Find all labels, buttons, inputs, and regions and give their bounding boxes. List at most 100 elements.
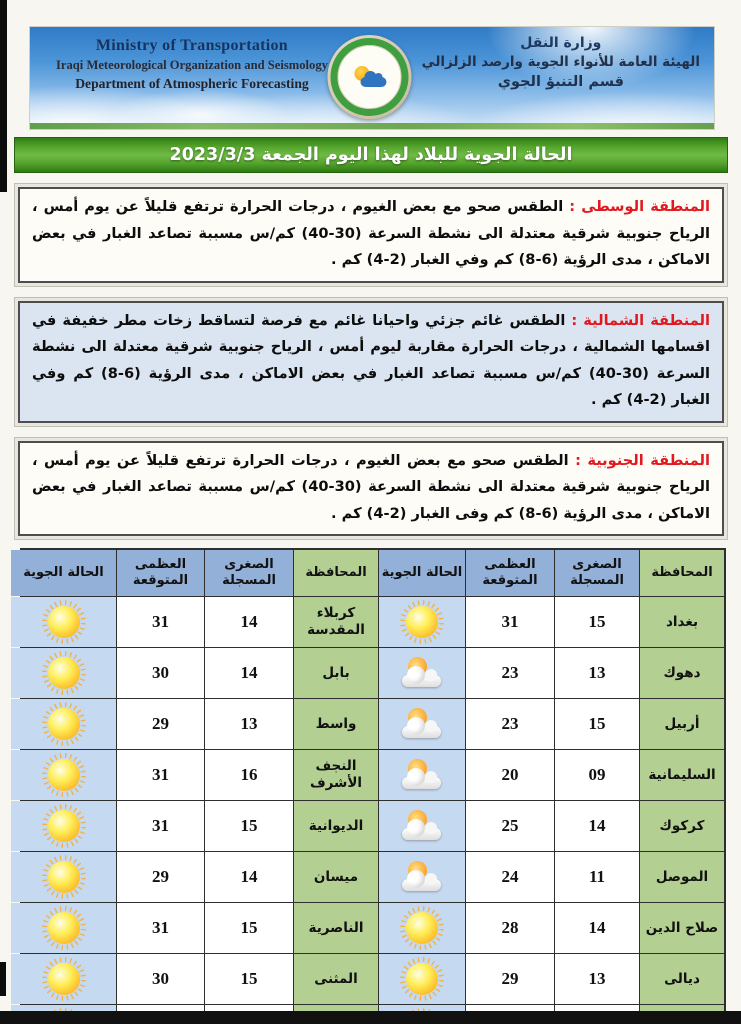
column-header-governorate-right: المحافظة bbox=[640, 550, 724, 597]
pc-cloud-part bbox=[402, 819, 441, 841]
sun-behind-cloud-icon bbox=[399, 758, 445, 792]
region-text-southern: الطقس صحو مع بعض الغيوم ، درجات الحرارة … bbox=[32, 451, 711, 522]
cell-condition bbox=[11, 852, 116, 903]
cell-max-temp: 23 bbox=[466, 648, 554, 699]
cell-min-temp: 15 bbox=[205, 954, 293, 1005]
organization-name-ar: الهيئة العامة للأنواء الجوية وارصد الزلز… bbox=[421, 54, 700, 70]
report-title-bar: الحالة الجوية للبلاد لهذا اليوم الجمعة 2… bbox=[14, 137, 728, 173]
cell-max-temp: 31 bbox=[117, 750, 204, 801]
region-label-central: المنطقة الوسطى : bbox=[563, 198, 710, 215]
sun-icon bbox=[47, 963, 80, 996]
ministry-name-en: Ministry of Transportation bbox=[95, 37, 289, 54]
cell-max-temp: 31 bbox=[466, 597, 554, 648]
cell-condition bbox=[11, 648, 116, 699]
cell-governorate: المثنى bbox=[294, 954, 378, 1005]
cell-condition bbox=[379, 597, 465, 648]
scan-edge-left-lower bbox=[0, 962, 6, 996]
cell-max-temp: 25 bbox=[466, 801, 554, 852]
cell-governorate: الديوانية bbox=[294, 801, 378, 852]
cell-governorate: السليمانية bbox=[640, 750, 724, 801]
cell-max-temp: 31 bbox=[117, 801, 204, 852]
cell-min-temp: 15 bbox=[205, 801, 293, 852]
cell-governorate: النجف الأشرف bbox=[294, 750, 378, 801]
column-header-min-left: الصغرى المسجلة bbox=[205, 550, 293, 597]
scan-edge-left bbox=[0, 0, 7, 192]
column-header-condition-left: الحالة الجوية bbox=[11, 550, 116, 597]
cell-min-temp: 13 bbox=[555, 954, 639, 1005]
sun-behind-cloud-icon bbox=[399, 707, 445, 741]
header-banner: Ministry of Transportation Iraqi Meteoro… bbox=[29, 26, 715, 130]
column-header-min-right: الصغرى المسجلة bbox=[555, 550, 639, 597]
cell-min-temp: 14 bbox=[205, 852, 293, 903]
column-header-max-right: العظمى المتوقعة bbox=[466, 550, 554, 597]
column-header-max-left: العظمى المتوقعة bbox=[117, 550, 204, 597]
cell-min-temp: 14 bbox=[555, 903, 639, 954]
cell-max-temp: 30 bbox=[117, 648, 204, 699]
region-box-northern-wrap: المنطقة الشمالية : الطقس غائم جزئي واحيا… bbox=[14, 296, 728, 427]
ministry-arabic-block: وزارة النقل الهيئة العامة للأنواء الجوية… bbox=[422, 27, 714, 90]
cell-max-temp: 31 bbox=[117, 903, 204, 954]
sun-behind-cloud-icon bbox=[399, 656, 445, 690]
cell-max-temp: 20 bbox=[466, 750, 554, 801]
cell-min-temp: 14 bbox=[555, 801, 639, 852]
logo-green-ring bbox=[330, 38, 409, 116]
report-title: الحالة الجوية للبلاد لهذا اليوم الجمعة 2… bbox=[169, 145, 573, 165]
weather-table: المحافظة الصغرى المسجلة العظمى المتوقعة … bbox=[11, 548, 726, 1024]
cell-max-temp: 23 bbox=[466, 699, 554, 750]
cell-condition bbox=[379, 954, 465, 1005]
cell-governorate: ديالى bbox=[640, 954, 724, 1005]
sun-icon bbox=[406, 912, 438, 945]
cell-max-temp: 29 bbox=[117, 852, 204, 903]
cell-governorate: كركوك bbox=[640, 801, 724, 852]
cell-min-temp: 16 bbox=[205, 750, 293, 801]
cell-min-temp: 14 bbox=[205, 597, 293, 648]
region-box-central: المنطقة الوسطى : الطقس صحو مع بعض الغيوم… bbox=[18, 187, 724, 283]
sun-icon bbox=[47, 810, 80, 843]
logo-cloud-icon bbox=[360, 71, 387, 87]
cell-governorate: صلاح الدين bbox=[640, 903, 724, 954]
cell-condition bbox=[11, 954, 116, 1005]
pc-cloud-part bbox=[402, 717, 441, 739]
cell-condition bbox=[11, 750, 116, 801]
region-text-northern: الطقس غائم جزئي واحيانا غائم مع فرصة لتس… bbox=[32, 311, 711, 409]
cell-condition bbox=[11, 903, 116, 954]
cell-condition bbox=[11, 699, 116, 750]
cell-condition bbox=[11, 597, 116, 648]
ministry-english-block: Ministry of Transportation Iraqi Meteoro… bbox=[30, 27, 328, 92]
column-header-condition-right: الحالة الجوية bbox=[379, 550, 465, 597]
region-box-southern-wrap: المنطقة الجنوبية : الطقس صحو مع بعض الغي… bbox=[14, 436, 728, 541]
cell-governorate: بابل bbox=[294, 648, 378, 699]
cell-condition bbox=[379, 699, 465, 750]
cell-condition bbox=[11, 801, 116, 852]
cell-min-temp: 13 bbox=[205, 699, 293, 750]
region-label-southern: المنطقة الجنوبية : bbox=[568, 451, 711, 469]
cell-governorate: الموصل bbox=[640, 852, 724, 903]
sun-icon bbox=[47, 657, 80, 690]
cell-condition bbox=[379, 801, 465, 852]
cell-min-temp: 13 bbox=[555, 648, 639, 699]
region-box-northern: المنطقة الشمالية : الطقس غائم جزئي واحيا… bbox=[18, 300, 724, 423]
cell-max-temp: 29 bbox=[466, 954, 554, 1005]
region-box-southern: المنطقة الجنوبية : الطقس صحو مع بعض الغي… bbox=[18, 440, 724, 537]
cell-max-temp: 24 bbox=[466, 852, 554, 903]
region-text-central: الطقس صحو مع بعض الغيوم ، درجات الحرارة … bbox=[32, 198, 711, 269]
department-name-en: Department of Atmospheric Forecasting bbox=[75, 76, 309, 91]
sun-behind-cloud-icon bbox=[399, 809, 445, 843]
cell-governorate: أربيل bbox=[640, 699, 724, 750]
cell-min-temp: 11 bbox=[555, 852, 639, 903]
cell-condition bbox=[379, 750, 465, 801]
organization-logo bbox=[327, 35, 412, 119]
pc-cloud-part bbox=[402, 870, 441, 892]
cell-min-temp: 15 bbox=[555, 699, 639, 750]
cell-governorate: بغداد bbox=[640, 597, 724, 648]
cell-governorate: الناصرية bbox=[294, 903, 378, 954]
column-header-governorate-left: المحافظة bbox=[294, 550, 378, 597]
sun-icon bbox=[47, 708, 80, 741]
region-box-central-wrap: المنطقة الوسطى : الطقس صحو مع بعض الغيوم… bbox=[14, 183, 728, 287]
sun-icon bbox=[47, 912, 80, 945]
cell-condition bbox=[379, 648, 465, 699]
pc-cloud-part bbox=[402, 666, 441, 688]
cell-min-temp: 14 bbox=[205, 648, 293, 699]
sun-icon bbox=[47, 759, 80, 792]
sun-behind-cloud-icon bbox=[399, 860, 445, 894]
